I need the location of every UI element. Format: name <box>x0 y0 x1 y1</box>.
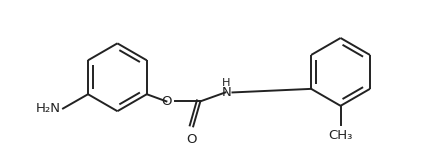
Text: H: H <box>222 78 231 88</box>
Text: O: O <box>161 95 172 108</box>
Text: H₂N: H₂N <box>36 102 61 115</box>
Text: CH₃: CH₃ <box>329 129 353 142</box>
Text: O: O <box>186 133 197 146</box>
Text: N: N <box>221 86 231 99</box>
